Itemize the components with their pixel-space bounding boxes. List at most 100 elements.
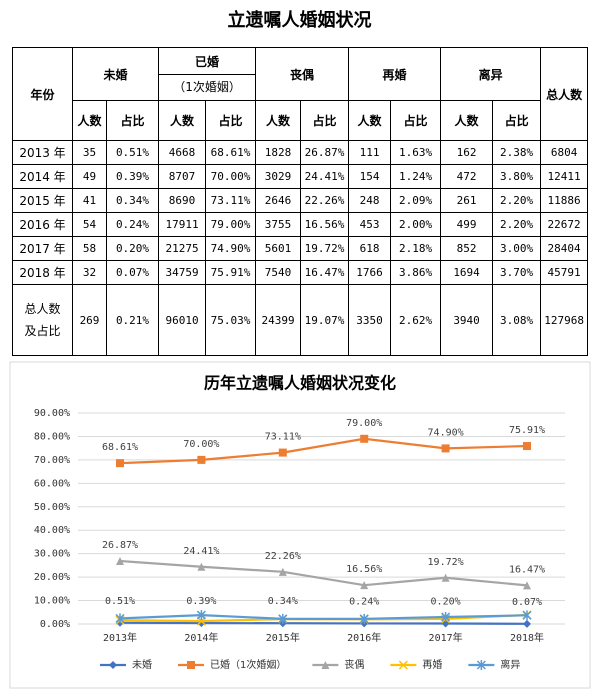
- data-label: 73.11%: [265, 432, 301, 443]
- table-cell: 852: [440, 236, 494, 261]
- marker: [278, 448, 287, 457]
- page-title: 立遗嘱人婚姻状况: [227, 10, 372, 31]
- group-note: （1次婚姻）: [173, 80, 241, 94]
- table-cell: 70.00%: [205, 164, 257, 189]
- table-cell: 0.39%: [105, 164, 160, 189]
- table-cell: 75.91%: [205, 260, 257, 285]
- marker: [476, 660, 486, 670]
- data-label: 26.87%: [102, 540, 138, 551]
- marker: [523, 581, 531, 590]
- table-cell: 32: [72, 260, 107, 285]
- table-cell: 2017 年: [12, 236, 73, 261]
- table-cell: 人数: [158, 100, 207, 141]
- table-row: 2017 年 58 0.20% 21275 74.90% 5601 19.72% 618 2.1…: [12, 236, 589, 261]
- table-cell: 人数: [440, 100, 494, 141]
- table-cell: 499: [440, 212, 494, 237]
- table-cell: 12411: [540, 164, 589, 189]
- table-cell: 24399: [255, 284, 302, 356]
- marker: [187, 661, 195, 669]
- table-cell: 49: [72, 164, 107, 189]
- table-cell: 0.51%: [105, 140, 160, 165]
- table-cell: 17911: [158, 212, 207, 237]
- data-label: 0.39%: [186, 596, 216, 607]
- marker: [522, 610, 532, 621]
- table-cell: 1694: [440, 260, 494, 285]
- table-cell: 0.07%: [105, 260, 160, 285]
- y-tick-label: 50.00%: [34, 502, 70, 513]
- marker: [359, 613, 369, 624]
- legend-label: 丧偶: [344, 658, 364, 671]
- y-tick-label: 30.00%: [34, 549, 70, 560]
- table-cell: 21275: [158, 236, 207, 261]
- data-label: 70.00%: [183, 439, 219, 450]
- table-cell: 占比: [205, 100, 257, 141]
- table-cell: 22.26%: [300, 188, 350, 213]
- y-tick-label: 70.00%: [34, 455, 70, 466]
- table-cell: 19.72%: [300, 236, 350, 261]
- table-cell: 2.20%: [492, 212, 542, 237]
- legend-label: 再婚: [422, 658, 442, 671]
- table-cell: 19.07%: [300, 284, 350, 356]
- table-cell: 618: [348, 236, 392, 261]
- table-cell: 8690: [158, 188, 207, 213]
- marker: [115, 613, 125, 624]
- table-cell: 35: [72, 140, 107, 165]
- table-cell: 261: [440, 188, 494, 213]
- x-tick-label: 2013年: [103, 631, 137, 644]
- table-cell: 3755: [255, 212, 302, 237]
- table-cell: 0.21%: [105, 284, 160, 356]
- table-cell: 111: [348, 140, 392, 165]
- table-cell: 3.86%: [390, 260, 442, 285]
- table-cell: 472: [440, 164, 494, 189]
- table-cell: 2.09%: [390, 188, 442, 213]
- x-tick-label: 2014年: [184, 631, 218, 644]
- legend-label: 离异: [500, 658, 520, 671]
- table-cell: 34759: [158, 260, 207, 285]
- table-cell: 68.61%: [205, 140, 257, 165]
- data-label: 0.20%: [431, 597, 461, 608]
- table-cell: 6804: [540, 140, 589, 165]
- table-cell: 占比: [105, 100, 160, 141]
- table-cell: 年份: [12, 47, 73, 141]
- table-cell: 1766: [348, 260, 392, 285]
- table-cell: 58: [72, 236, 107, 261]
- data-label: 75.91%: [509, 425, 545, 436]
- y-tick-label: 90.00%: [34, 408, 70, 419]
- data-label: 24.41%: [183, 546, 219, 557]
- marker: [360, 434, 369, 443]
- table-cell: 人数: [72, 100, 107, 141]
- table-cell: 3.70%: [492, 260, 542, 285]
- table-row: 2013 年 35 0.51% 4668 68.61% 1828 26.87% 111 1.63…: [12, 140, 589, 165]
- table-cell: 1.63%: [390, 140, 442, 165]
- table-cell: 79.00%: [205, 212, 257, 237]
- data-label: 22.26%: [265, 551, 301, 562]
- marker: [197, 562, 206, 571]
- table-cell: 4668: [158, 140, 207, 165]
- table-cell: 2.18%: [390, 236, 442, 261]
- y-tick-label: 80.00%: [34, 431, 70, 442]
- table-cell: 2016 年: [12, 212, 73, 237]
- table-cell: 1828: [255, 140, 302, 165]
- table-cell: 269: [72, 284, 107, 356]
- table-cell: 占比: [492, 100, 542, 141]
- table-cell: 占比: [390, 100, 442, 141]
- data-label: 0.34%: [268, 596, 298, 607]
- table-cell: 73.11%: [205, 188, 257, 213]
- legend-label: 未婚: [132, 658, 152, 671]
- data-label: 0.51%: [105, 596, 135, 607]
- table-cell: 41: [72, 188, 107, 213]
- table-cell: 3.80%: [492, 164, 542, 189]
- table-cell: 3.08%: [492, 284, 542, 356]
- y-tick-label: 0.00%: [40, 619, 70, 630]
- series-line: [119, 613, 528, 620]
- y-tick-label: 10.00%: [34, 596, 70, 607]
- table-row: 2014 年 49 0.39% 8707 70.00% 3029 24.41% 154 1.24…: [12, 164, 589, 189]
- table-cell: 75.03%: [205, 284, 257, 356]
- marker: [197, 455, 206, 464]
- table-cell: 2646: [255, 188, 302, 213]
- marker: [523, 442, 531, 451]
- group-label: 已婚: [159, 53, 256, 75]
- table-cell: 丧偶: [255, 47, 350, 101]
- data-table: 年份 未婚 已婚 （1次婚姻） 丧偶 再婚 离异 总人数 人数 占比 人数 占比 人数 占比 人数 占比 人数占…: [12, 47, 589, 356]
